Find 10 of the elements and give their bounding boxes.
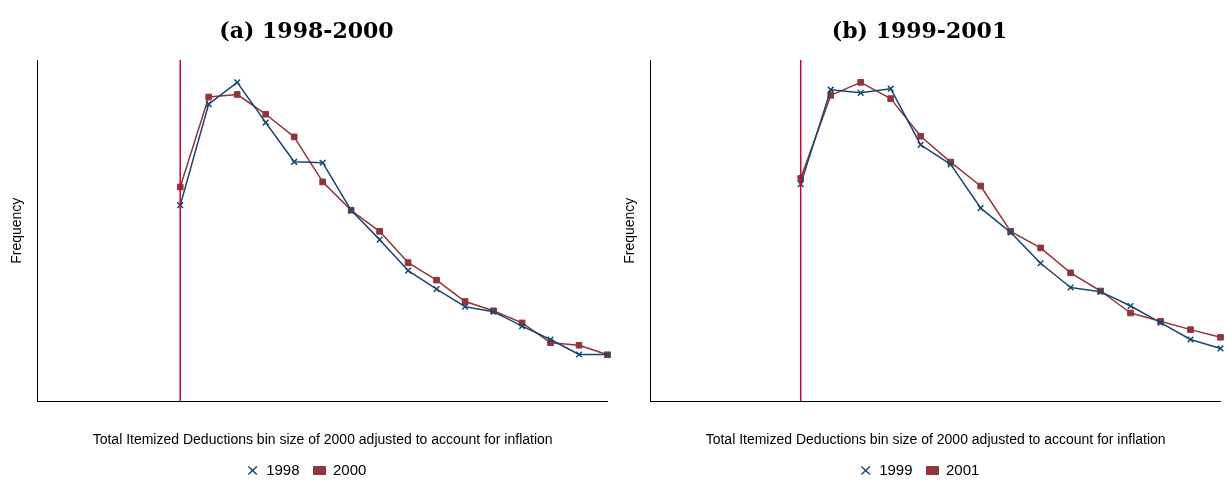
y-axis-title: Frequency (621, 197, 638, 264)
legend-label: 1999 (879, 460, 913, 478)
x-axis-title: Total Itemized Deductions bin size of 2000 adjusted to account for inflation (92, 431, 553, 448)
chart-title: (a) 1998-2000 (218, 16, 395, 45)
legend-label: 1998 (266, 460, 300, 478)
legend-label: 2001 (946, 460, 980, 478)
legend-label: 2000 (333, 460, 367, 478)
chart-title: (b) 1999-2001 (830, 16, 1009, 45)
y-axis-title: Frequency (8, 197, 25, 264)
x-axis-title: Total Itemized Deductions bin size of 2000 adjusted to account for inflation (705, 431, 1166, 448)
